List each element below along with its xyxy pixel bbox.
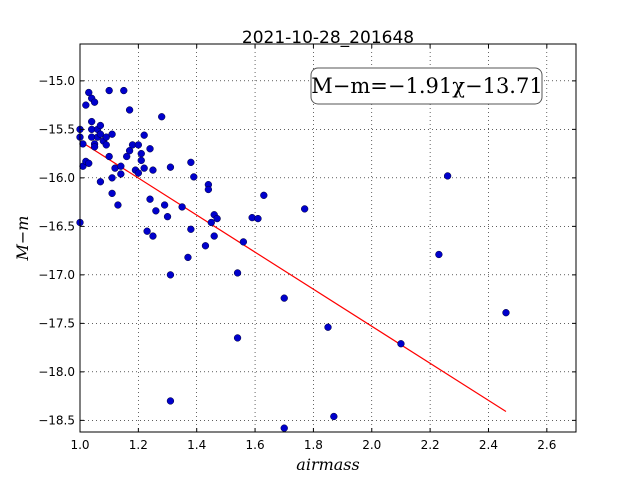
data-point bbox=[166, 271, 175, 279]
x-axis-label: airmass bbox=[296, 455, 359, 474]
x-tick-label: 1.8 bbox=[304, 438, 323, 452]
data-point bbox=[96, 130, 105, 138]
y-tick-labels: −15.0 −15.5 −16.0 −16.5 −17.0 −17.5 −18.0 −18.5 bbox=[38, 74, 75, 427]
data-point bbox=[105, 152, 113, 161]
data-point bbox=[140, 131, 148, 139]
data-point bbox=[280, 294, 288, 302]
data-point bbox=[117, 162, 125, 170]
data-point bbox=[125, 106, 134, 114]
data-point bbox=[213, 214, 221, 223]
y-tick-label: −15.5 bbox=[38, 122, 75, 136]
data-point bbox=[152, 207, 160, 215]
data-point bbox=[102, 133, 110, 141]
data-point bbox=[201, 242, 210, 250]
data-point bbox=[187, 225, 195, 233]
data-point bbox=[435, 250, 443, 259]
data-point bbox=[184, 253, 192, 262]
data-point bbox=[178, 203, 186, 211]
data-point bbox=[137, 156, 145, 165]
data-point bbox=[90, 143, 99, 151]
data-point bbox=[140, 164, 148, 172]
data-point bbox=[254, 214, 262, 223]
data-point bbox=[160, 201, 169, 209]
fit-annotation: M−m=−1.91χ−13.71 bbox=[310, 67, 543, 105]
data-point bbox=[260, 191, 268, 199]
x-tick-label: 1.2 bbox=[129, 438, 148, 452]
data-point bbox=[146, 145, 154, 153]
y-tick-label: −17.0 bbox=[38, 268, 75, 282]
data-point bbox=[207, 218, 215, 227]
data-point bbox=[502, 309, 510, 317]
data-point bbox=[85, 159, 93, 167]
data-point bbox=[134, 141, 143, 149]
data-point bbox=[96, 178, 105, 186]
data-point bbox=[324, 323, 332, 331]
data-point bbox=[120, 86, 128, 95]
y-tick-label: −18.0 bbox=[38, 365, 75, 379]
data-point bbox=[88, 117, 96, 126]
data-point bbox=[108, 174, 116, 182]
data-point bbox=[233, 269, 242, 277]
data-point bbox=[137, 149, 145, 158]
data-point bbox=[146, 195, 154, 203]
x-tick-label: 1.6 bbox=[246, 438, 265, 452]
data-point bbox=[79, 140, 87, 148]
data-point bbox=[149, 232, 157, 240]
x-tick-label: 2.4 bbox=[479, 438, 498, 452]
data-point bbox=[108, 189, 116, 198]
data-point bbox=[90, 98, 99, 106]
data-point bbox=[85, 88, 93, 97]
data-point bbox=[233, 334, 242, 342]
data-point bbox=[114, 201, 122, 209]
y-tick-label: −15.0 bbox=[38, 74, 75, 88]
x-tick-labels: 1.0 1.2 1.4 1.6 1.8 2.0 2.2 2.4 2.6 bbox=[70, 438, 556, 452]
plot-frame bbox=[79, 43, 577, 433]
x-tick-label: 2.0 bbox=[362, 438, 381, 452]
data-point bbox=[166, 163, 175, 171]
y-tick-label: −16.5 bbox=[38, 219, 75, 233]
data-point bbox=[239, 238, 248, 246]
data-point bbox=[163, 213, 172, 221]
axis-ticks bbox=[79, 44, 576, 432]
data-points bbox=[76, 86, 510, 432]
chart-title: 2021-10-28_201648 bbox=[242, 28, 414, 48]
data-point bbox=[149, 166, 157, 174]
data-point bbox=[166, 397, 175, 405]
data-point bbox=[443, 172, 452, 180]
data-point bbox=[108, 130, 116, 138]
y-tick-label: −16.0 bbox=[38, 171, 75, 185]
data-point bbox=[301, 205, 309, 213]
data-point bbox=[143, 227, 151, 235]
data-point bbox=[134, 169, 143, 177]
data-point bbox=[125, 147, 134, 155]
data-point bbox=[102, 141, 110, 149]
fit-line-layer bbox=[85, 144, 507, 413]
data-point bbox=[330, 412, 338, 421]
y-tick-label: −17.5 bbox=[38, 316, 75, 330]
data-point bbox=[96, 121, 105, 130]
y-axis-label: M−m bbox=[13, 216, 32, 262]
data-point bbox=[105, 86, 113, 95]
data-point bbox=[190, 173, 198, 181]
data-point bbox=[123, 152, 131, 161]
data-point bbox=[204, 185, 213, 194]
annotation-text: M−m=−1.91χ−13.71 bbox=[311, 74, 542, 98]
fit-line bbox=[85, 144, 507, 413]
data-point bbox=[280, 424, 288, 432]
data-point bbox=[158, 113, 166, 121]
data-point bbox=[210, 232, 218, 240]
x-tick-label: 2.2 bbox=[421, 438, 440, 452]
data-point bbox=[397, 340, 405, 348]
annotation-box bbox=[310, 67, 543, 105]
data-point bbox=[117, 170, 125, 178]
y-tick-label: −18.5 bbox=[38, 413, 75, 427]
data-point bbox=[82, 101, 90, 109]
data-point bbox=[187, 158, 195, 166]
x-tick-label: 2.6 bbox=[537, 438, 556, 452]
x-tick-label: 1.0 bbox=[70, 438, 89, 452]
x-tick-label: 1.4 bbox=[187, 438, 206, 452]
